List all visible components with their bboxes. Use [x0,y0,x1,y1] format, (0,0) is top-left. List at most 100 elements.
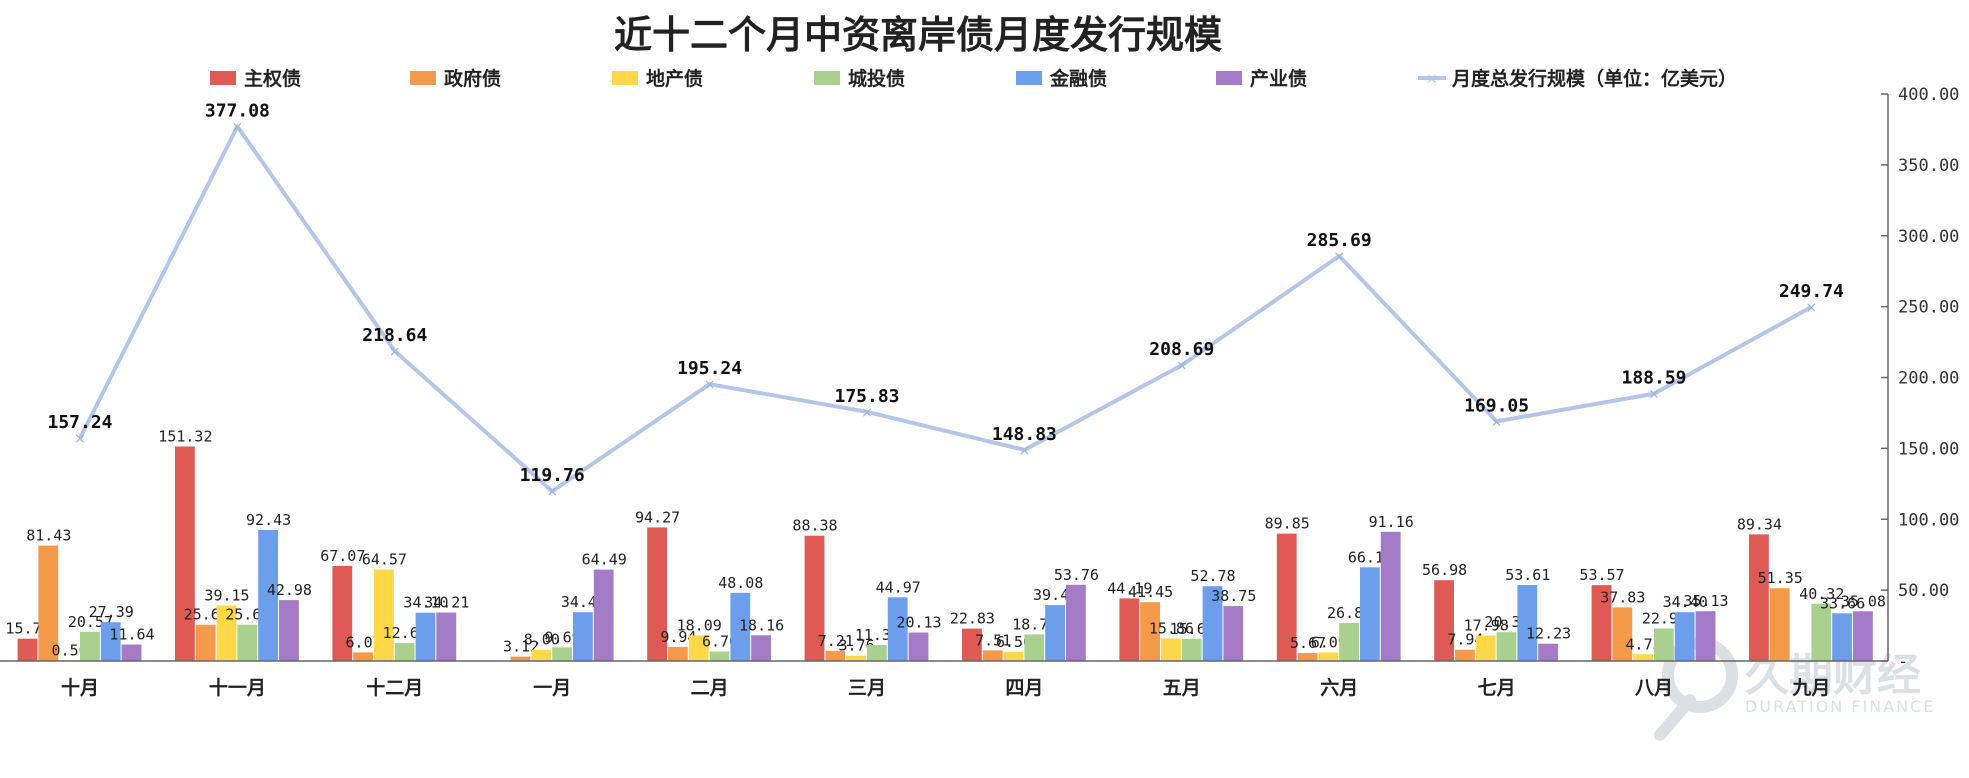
bar-label-6-1: 7.51 [975,631,1011,649]
bar-label-11-1: 51.35 [1758,569,1803,587]
legend-label-0: 主权债 [244,67,301,90]
bar-label-5-4: 44.97 [876,578,921,596]
bar-6-4 [1045,605,1065,661]
bar-9-5 [1538,643,1558,661]
bar-3-1 [510,656,531,661]
x-tick-label-2: 十二月 [366,676,423,699]
bar-4-5 [751,635,771,661]
bar-label-3-3: 9.69 [545,628,581,646]
bar-8-4 [1360,567,1380,661]
bar-label-11-0: 89.34 [1737,515,1782,533]
bar-label-0-2: 0.50 [52,641,88,659]
bar-5-0 [804,535,825,661]
line-point-11: × [1806,300,1818,316]
bar-5-3 [867,644,887,661]
bar-label-4-2: 18.09 [677,616,722,634]
bar-label-5-5: 20.13 [896,614,941,632]
bar-5-5 [908,632,929,661]
line-label-3: 119.76 [520,465,585,486]
bar-label-7-1: 41.45 [1128,583,1173,601]
bar-10-5 [1695,611,1716,661]
bar-4-3 [709,651,730,661]
bar-7-3 [1181,638,1202,661]
x-tick-label-9: 七月 [1478,677,1516,699]
y-tick-label-2: 100.00 [1898,510,1959,530]
bar-10-3 [1654,628,1674,661]
bar-4-0 [647,527,667,661]
bar-label-6-5: 53.76 [1054,566,1099,584]
bar-3-4 [573,612,593,661]
bar-label-10-4: 34.40 [1663,593,1708,611]
y-tick-label-5: 250.00 [1898,298,1959,318]
bar-4-2 [688,635,709,661]
bar-label-5-0: 88.38 [792,517,837,535]
bar-label-7-2: 15.86 [1149,620,1194,638]
bar-label-0-5: 11.64 [109,626,154,644]
y-tick-label-6: 300.00 [1898,227,1959,247]
bar-2-2 [374,569,394,661]
bar-6-1 [982,650,1003,661]
bar-label-9-0: 56.98 [1422,561,1467,579]
bar-label-7-5: 38.75 [1211,587,1256,605]
bar-label-4-0: 94.27 [635,508,680,526]
y-axis: - 50.00 100.00 150.00 200.00 250.00 300.00 350.… [1881,85,1959,672]
bar-label-5-2: 3.76 [839,637,875,655]
line-point-2: × [389,344,401,360]
bar-label-10-2: 4.75 [1626,635,1662,653]
line-point-8: × [1333,249,1345,265]
bar-10-0 [1591,585,1612,661]
bar-2-0 [332,565,353,661]
y-tick-label-7: 350.00 [1898,156,1959,176]
legend-swatch-1 [410,71,436,85]
bar-6-5 [1066,584,1086,661]
bar-1-0 [175,446,195,661]
x-tick-label-6: 四月 [1005,677,1043,699]
bar-label-2-0: 67.07 [320,547,365,565]
total-line: ×157.24×377.08×218.64×119.76×195.24×175.… [47,101,1844,501]
legend-swatch-0 [210,71,236,85]
bar-label-6-0: 22.83 [950,610,995,628]
legend-label-3: 城投债 [848,67,905,90]
line-label-5: 175.83 [834,386,899,407]
legend-swatch-5 [1216,71,1242,85]
bar-4-1 [668,646,688,661]
legend-label-5: 产业债 [1250,67,1307,90]
bar-7-1 [1140,602,1160,661]
bar-9-2 [1475,635,1496,661]
bar-label-11-5: 35.08 [1841,592,1886,610]
bar-0-1 [38,545,59,661]
line-point-7: × [1176,358,1188,374]
bar-1-5 [279,600,299,661]
bar-label-4-4: 48.08 [718,574,763,592]
bar-label-9-4: 53.61 [1505,566,1550,584]
bar-label-4-5: 18.16 [739,616,784,634]
bar-5-1 [825,650,846,661]
bar-3-2 [531,649,552,661]
bar-2-3 [394,643,415,661]
bar-6-0 [962,628,982,661]
bar-label-3-5: 64.49 [582,551,627,569]
y-tick-label-0: - [1898,652,1908,672]
bar-8-2 [1318,652,1339,661]
bar-2-5 [436,612,457,661]
line-label-11: 249.74 [1779,281,1844,302]
bar-2-1 [353,652,373,661]
bar-label-11-4: 33.66 [1820,594,1865,612]
bar-label-2-1: 6.07 [346,633,382,651]
bar-8-3 [1339,623,1359,661]
legend-swatch-4 [1016,71,1042,85]
x-tick-label-4: 二月 [691,677,729,699]
legend: 主权债 政府债 地产债 城投债 金融债 产业债 × 月度总发行规模（单位：亿美元） [210,67,1737,90]
legend-swatch-2 [612,71,638,85]
bar-label-0-1: 81.43 [26,527,71,545]
bar-3-5 [593,569,614,661]
x-tick-label-11: 九月 [1791,677,1830,699]
bar-label-8-5: 91.16 [1369,513,1414,531]
line-point-9: × [1491,414,1503,430]
bar-label-9-2: 17.98 [1464,617,1509,635]
bar-10-4 [1674,612,1695,661]
bar-7-4 [1202,586,1223,661]
line-label-7: 208.69 [1149,339,1214,360]
x-tick-label-10: 八月 [1635,677,1673,699]
bar-6-2 [1003,651,1024,661]
